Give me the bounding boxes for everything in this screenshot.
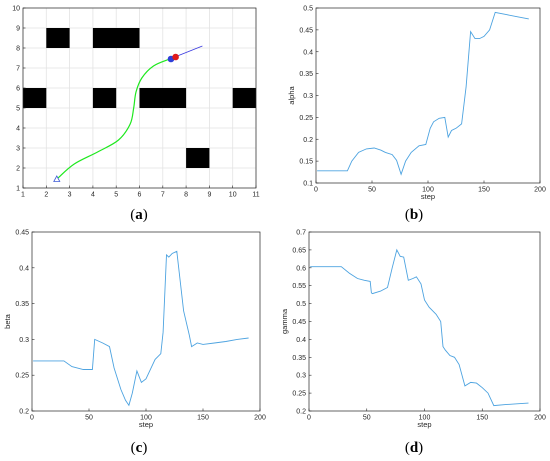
x-tick-label: 200 [534, 187, 546, 194]
y-tick-label: 0.25 [292, 391, 306, 398]
y-tick-label: 8 [16, 46, 20, 53]
obstacle-block [46, 28, 70, 48]
x-tick-label: 4 [91, 192, 95, 199]
y-tick-label: 0.3 [19, 337, 29, 344]
x-tick-label: 200 [534, 415, 546, 422]
x-tick-label: 0 [30, 415, 34, 422]
caption-c: (c) [131, 440, 148, 456]
obstacle-block [92, 28, 140, 48]
plot-area [316, 8, 540, 183]
x-tick-label: 8 [184, 192, 188, 199]
y-tick-label: 0.7 [296, 230, 306, 237]
plot-area [309, 232, 540, 411]
y-tick-label: 0.3 [296, 373, 306, 380]
position-marker [172, 53, 179, 61]
caption-b: (b) [405, 207, 423, 223]
y-tick-label: 0.25 [299, 115, 313, 122]
x-tick-label: 0 [307, 415, 311, 422]
y-axis-label: alpha [287, 86, 296, 105]
y-tick-label: 0.25 [15, 373, 29, 380]
y-tick-label: 0.2 [19, 409, 29, 416]
x-tick-label: 200 [254, 415, 266, 422]
y-axis-label: gamma [280, 308, 289, 334]
x-axis-label: step [417, 420, 431, 429]
y-tick-label: 6 [16, 86, 20, 93]
x-tick-label: 50 [85, 415, 93, 422]
start-marker [53, 175, 61, 182]
y-tick-label: 3 [16, 146, 20, 153]
y-tick-label: 2 [16, 166, 20, 173]
y-tick-label: 0.5 [303, 6, 313, 13]
panel-d-gamma-chart: 0 50 100 150 200 0.2 0.25 0.3 0.35 0.4 0.45 0.5 0.55… [280, 230, 546, 430]
y-tick-label: 10 [12, 6, 20, 13]
x-tick-label: 150 [197, 415, 209, 422]
x-tick-label: 50 [368, 187, 376, 194]
y-tick-label: 0.35 [299, 71, 313, 78]
y-tick-label: 5 [16, 106, 20, 113]
y-tick-label: 9 [16, 26, 20, 33]
y-tick-label: 0.35 [15, 301, 29, 308]
plot-area [32, 232, 260, 411]
y-axis-label: beta [3, 313, 12, 328]
y-tick-label: 0.45 [292, 319, 306, 326]
caption-a: (a) [130, 207, 148, 223]
panel-b-alpha-chart: 0 50 100 150 200 0.1 0.15 0.2 0.25 0.3 0.35 0.4 0.45… [287, 6, 546, 202]
y-tick-label: 0.4 [296, 337, 306, 344]
y-tick-label: 0.15 [299, 159, 313, 166]
y-tick-label: 0.65 [292, 247, 306, 254]
x-tick-label: 1 [21, 192, 25, 199]
y-tick-label: 0.4 [303, 49, 313, 56]
x-tick-label: 100 [419, 415, 431, 422]
y-tick-label: 4 [16, 126, 20, 133]
x-tick-label: 5 [114, 192, 118, 199]
x-axis-label: step [421, 192, 435, 201]
series-line-gamma [310, 248, 529, 407]
y-tick-label: 0.5 [296, 301, 306, 308]
y-tick-label: 0.55 [292, 283, 306, 290]
obstacle-block [186, 148, 210, 168]
trajectory-path [57, 58, 171, 179]
series-line-alpha [317, 11, 529, 176]
x-tick-label: 10 [229, 192, 237, 199]
obstacle-block [23, 88, 47, 108]
y-tick-label: 0.1 [303, 181, 313, 188]
x-tick-label: 50 [363, 415, 371, 422]
y-tick-label: 0.2 [296, 409, 306, 416]
y-tick-label: 0.6 [296, 265, 306, 272]
x-tick-label: 9 [207, 192, 211, 199]
obstacle-block [92, 88, 117, 108]
series-line-beta [33, 250, 249, 407]
x-tick-label: 150 [478, 187, 490, 194]
caption-d: (d) [405, 440, 423, 456]
x-tick-label: 150 [476, 415, 488, 422]
x-axis-label: step [139, 420, 153, 429]
x-tick-label: 0 [314, 187, 318, 194]
y-tick-label: 0.4 [19, 265, 29, 272]
x-tick-label: 3 [68, 192, 72, 199]
x-tick-label: 7 [161, 192, 165, 199]
x-tick-label: 2 [44, 192, 48, 199]
y-tick-label: 7 [16, 66, 20, 73]
x-tick-label: 100 [422, 187, 434, 194]
y-tick-label: 1 [16, 186, 20, 193]
x-tick-label: 11 [252, 192, 259, 199]
y-tick-label: 0.2 [303, 137, 313, 144]
y-tick-label: 0.3 [303, 93, 313, 100]
y-tick-label: 0.45 [15, 230, 29, 237]
obstacle-block [232, 88, 256, 108]
panel-c-beta-chart: 0 50 100 150 200 0.2 0.25 0.3 0.35 0.4 0.45 step bet… [3, 230, 266, 430]
obstacle-block [139, 88, 187, 108]
x-tick-label: 6 [138, 192, 142, 199]
x-tick-label: 100 [140, 415, 152, 422]
y-tick-label: 0.35 [292, 355, 306, 362]
y-tick-label: 0.45 [299, 27, 313, 34]
